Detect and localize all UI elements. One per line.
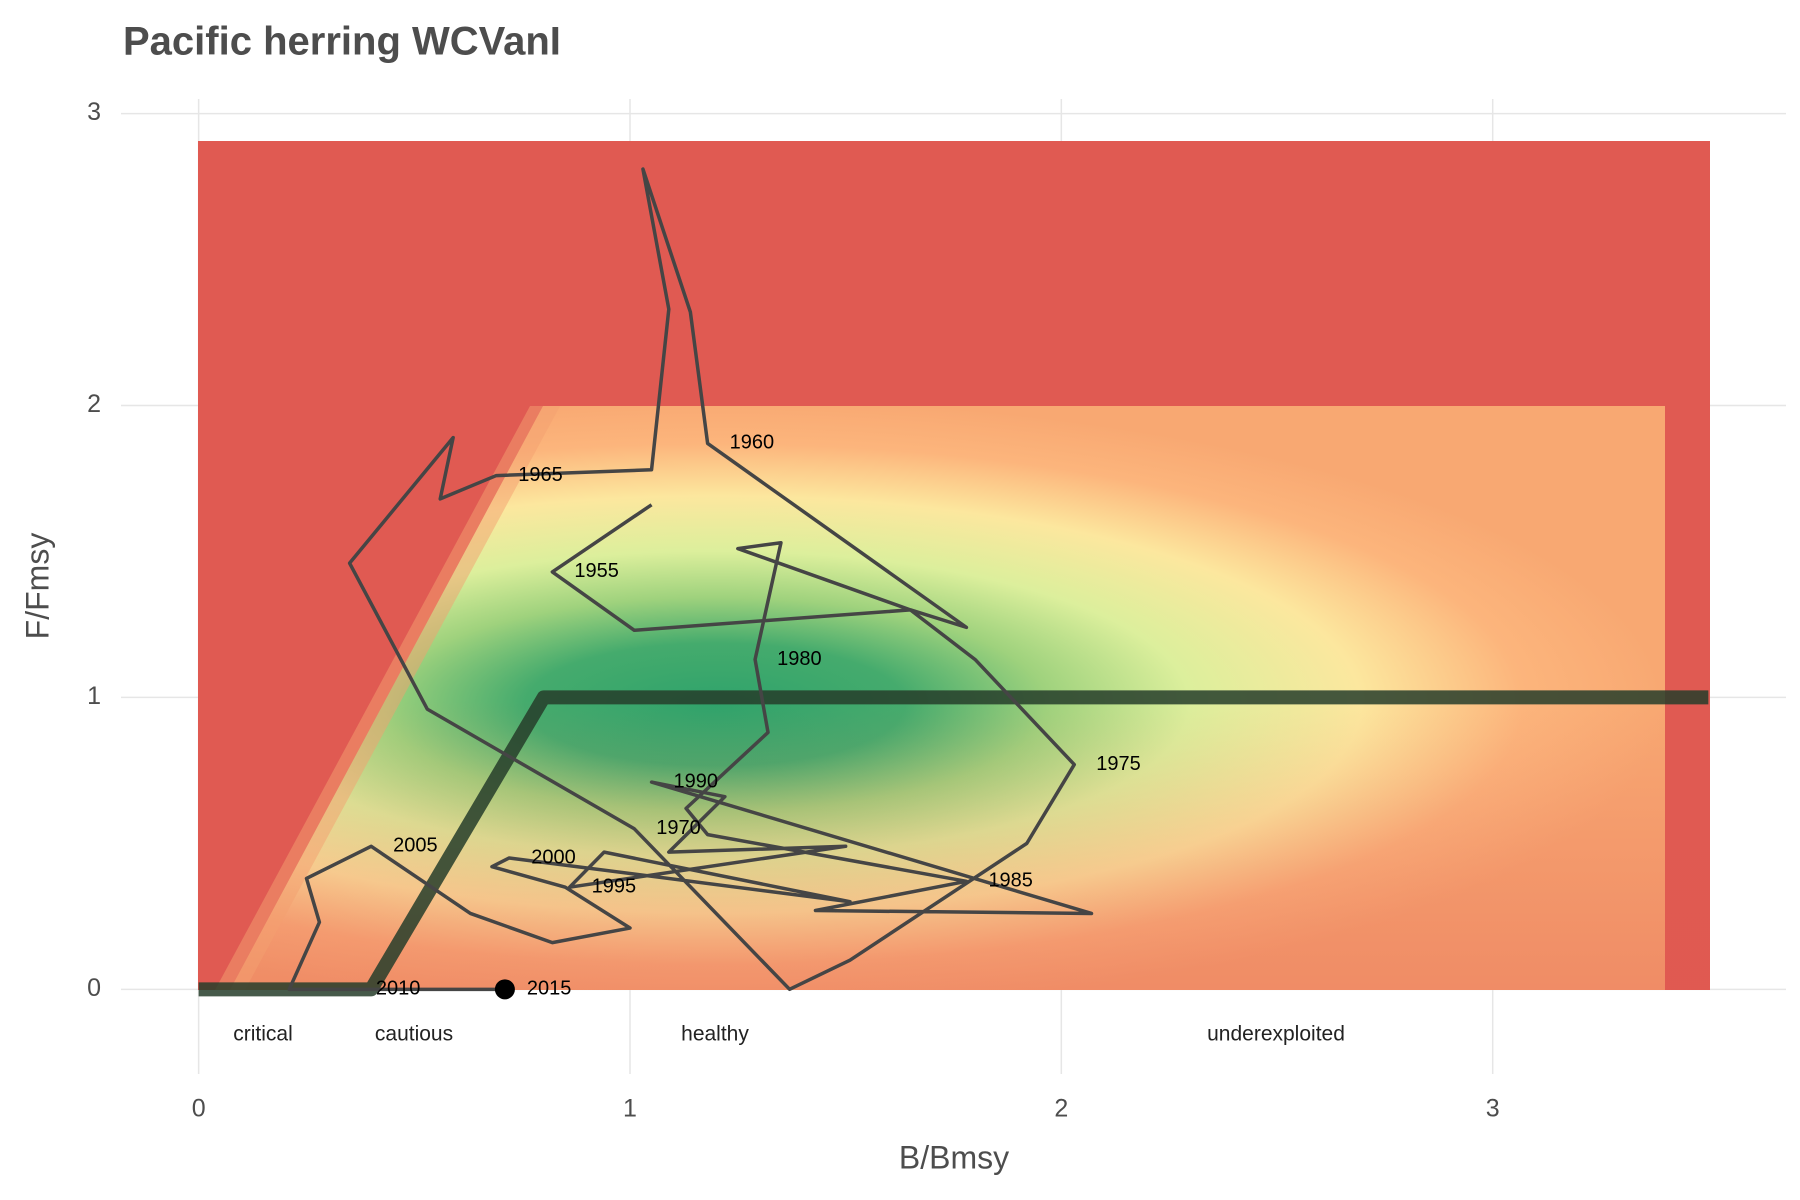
x-tick-label: 1: [623, 1095, 637, 1123]
y-tick-label: 1: [87, 682, 101, 710]
zone-label: cautious: [375, 1023, 453, 1046]
plot: critical cautious healthy underexploited 195…: [198, 167, 1709, 1046]
x-axis-title: B/Bmsy: [899, 1139, 1009, 1175]
year-label: 1955: [574, 560, 619, 582]
year-label: 2000: [531, 846, 576, 868]
x-tick-label: 3: [1486, 1095, 1500, 1123]
control-rule: [198, 690, 1709, 997]
y-tick-label: 2: [87, 390, 101, 418]
current-point: [494, 979, 515, 1000]
year-label: 1970: [656, 817, 701, 839]
year-label: 2005: [393, 835, 438, 857]
x-tick-label: 2: [1054, 1095, 1068, 1123]
year-label: 1960: [730, 432, 775, 454]
year-label: 1965: [518, 464, 563, 486]
y-axis-title: F/Fmsy: [19, 533, 55, 640]
year-label: 2010: [376, 978, 421, 1000]
trajectory: [287, 167, 1094, 992]
year-label: 1990: [674, 770, 719, 792]
year-label: 1980: [777, 648, 822, 670]
zone-label: underexploited: [1207, 1023, 1345, 1046]
edge-blend: [215, 406, 560, 990]
zone-label: healthy: [681, 1023, 749, 1046]
zone-label: critical: [233, 1023, 293, 1046]
x-tick-label: 0: [192, 1095, 206, 1123]
year-label: 1975: [1096, 753, 1141, 775]
y-tick-label: 3: [87, 98, 101, 126]
y-tick-label: 0: [87, 974, 101, 1002]
year-label: 1995: [592, 875, 637, 897]
chart-title: Pacific herring WCVanI: [123, 20, 561, 64]
status-fade: [230, 700, 1710, 990]
status-background: [198, 141, 1710, 990]
year-label: 2015: [527, 978, 572, 1000]
year-label: 1985: [988, 870, 1033, 892]
